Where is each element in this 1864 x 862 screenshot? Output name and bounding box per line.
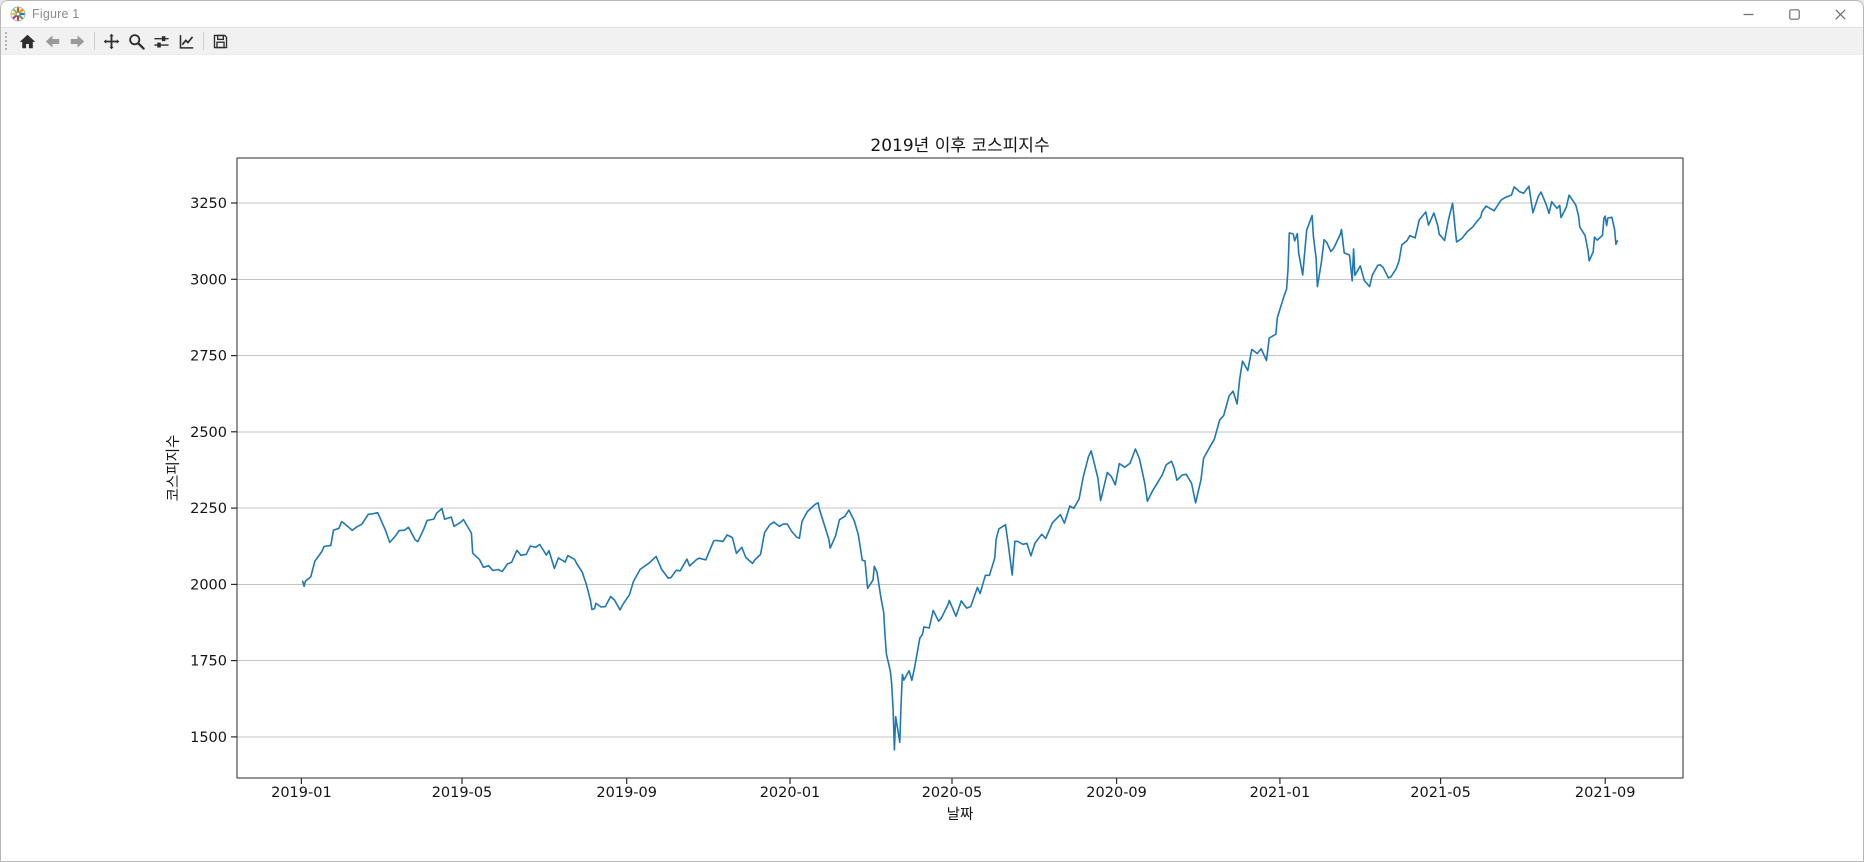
x-tick-label: 2021-09 (1575, 785, 1636, 801)
window-title: Figure 1 (32, 7, 80, 21)
y-axis-label: 코스피지수 (165, 435, 182, 502)
figure-canvas[interactable]: 1500 1750 2000 2250 2500 2750 3000 3250 2019-01 2… (1, 55, 1863, 861)
window-titlebar[interactable]: Figure 1 (1, 1, 1863, 27)
y-tick-label: 2750 (190, 349, 227, 365)
zoom-magnifier-icon (129, 33, 145, 50)
y-tick-label: 2000 (190, 577, 227, 593)
zoom-button[interactable] (124, 29, 149, 53)
y-tick-label: 1500 (190, 730, 227, 746)
customize-plot-icon (179, 34, 194, 49)
toolbar-separator (203, 32, 204, 50)
x-tick-label: 2019-09 (596, 785, 657, 801)
back-arrow-icon (45, 34, 60, 48)
chart-title: 2019년 이후 코스피지수 (870, 136, 1049, 156)
x-tick-label: 2019-01 (271, 785, 332, 801)
kospi-series-line (301, 185, 1619, 751)
close-button[interactable] (1817, 1, 1863, 27)
navigation-toolbar (1, 27, 1863, 55)
subplots-sliders-icon (154, 35, 169, 48)
x-tick-label: 2020-05 (922, 785, 983, 801)
customize-plot-button[interactable] (174, 29, 199, 53)
back-button[interactable] (40, 29, 65, 53)
home-icon (19, 34, 36, 48)
forward-button[interactable] (65, 29, 90, 53)
pan-move-icon (103, 33, 120, 49)
maximize-icon (1788, 8, 1800, 20)
x-tick-label: 2020-01 (760, 785, 821, 801)
minimize-button[interactable] (1725, 1, 1771, 27)
kospi-line-chart: 1500 1750 2000 2250 2500 2750 3000 3250 2019-01 2… (165, 136, 1684, 823)
save-floppy-icon (213, 34, 228, 48)
y-tick-label: 3250 (190, 196, 227, 212)
y-tick-label: 2500 (190, 425, 227, 441)
matplotlib-logo-icon (10, 6, 26, 22)
maximize-button[interactable] (1771, 1, 1817, 27)
pan-button[interactable] (99, 29, 124, 53)
x-tick-label: 2020-09 (1086, 785, 1147, 801)
y-tick-label: 1750 (190, 654, 227, 670)
toolbar-separator (94, 32, 95, 50)
x-tick-label: 2019-05 (432, 785, 493, 801)
x-tick-label: 2021-01 (1250, 785, 1311, 801)
close-icon (1834, 8, 1846, 20)
x-tick-label: 2021-05 (1410, 785, 1471, 801)
configure-subplots-button[interactable] (149, 29, 174, 53)
toolbar-drag-handle[interactable] (5, 32, 11, 50)
save-button[interactable] (208, 29, 233, 53)
y-tick-label: 3000 (190, 272, 227, 288)
y-tick-label: 2250 (190, 501, 227, 517)
home-button[interactable] (15, 29, 40, 53)
forward-arrow-icon (70, 34, 85, 48)
x-axis-label: 날짜 (947, 806, 974, 823)
minimize-icon (1743, 13, 1753, 15)
